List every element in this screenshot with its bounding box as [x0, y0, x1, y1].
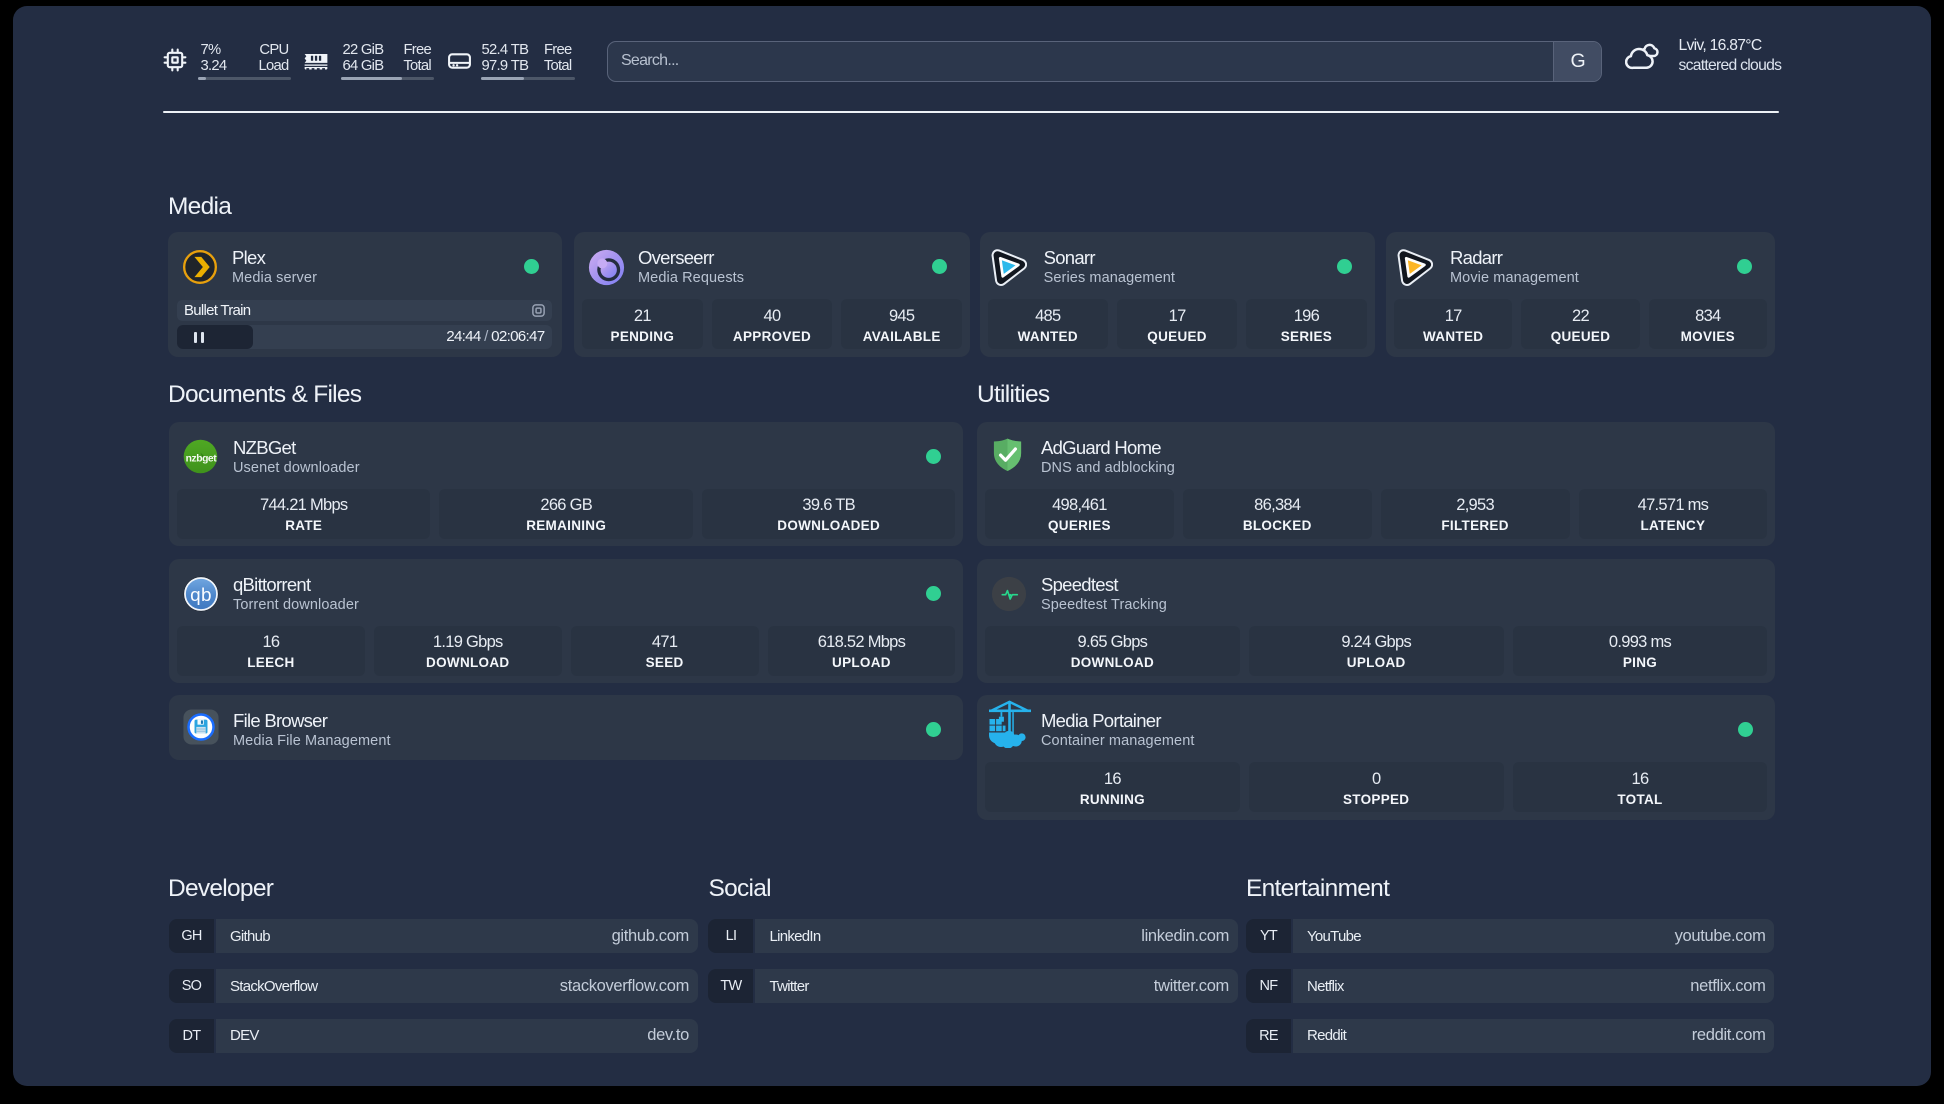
svg-text:qb: qb: [190, 585, 212, 606]
svg-text:nzbget: nzbget: [186, 454, 218, 465]
